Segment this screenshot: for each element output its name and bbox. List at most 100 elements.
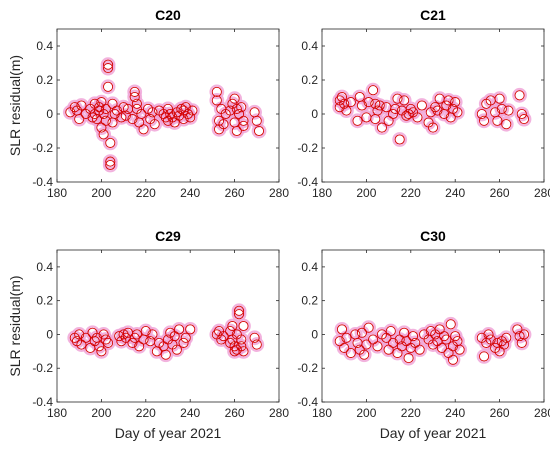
- data-point: [80, 332, 91, 343]
- data-point: [118, 329, 129, 340]
- data-point: [127, 114, 138, 125]
- data-point-halo: [249, 337, 265, 352]
- data-point: [479, 351, 490, 362]
- data-point: [140, 326, 151, 337]
- x-tick-label: 200: [91, 406, 111, 420]
- data-point: [443, 95, 454, 106]
- data-point: [238, 320, 249, 332]
- data-point: [385, 326, 396, 337]
- data-point: [233, 305, 245, 316]
- data-point: [129, 91, 140, 103]
- data-point: [485, 334, 496, 345]
- data-point-halo: [102, 157, 118, 173]
- data-point: [238, 120, 249, 131]
- data-point-halo: [452, 342, 468, 358]
- y-tick-label: -0.4: [297, 175, 318, 189]
- y-axis-label: SLR residual(m): [7, 55, 23, 156]
- data-point: [211, 95, 222, 106]
- data-point: [363, 97, 374, 108]
- data-point: [514, 331, 525, 342]
- y-tick-label: 0: [311, 107, 318, 121]
- y-tick-label: 0.2: [36, 73, 53, 87]
- data-points: [69, 305, 262, 360]
- x-tick-label: 220: [136, 186, 156, 200]
- x-tick-label: 180: [312, 186, 332, 200]
- data-point: [180, 102, 191, 113]
- y-tick-label: -0.4: [32, 395, 53, 409]
- data-point: [496, 103, 507, 114]
- data-point: [430, 102, 441, 113]
- data-point: [441, 334, 452, 345]
- data-point: [100, 115, 111, 126]
- data-point: [345, 347, 356, 359]
- data-points: [334, 85, 530, 145]
- data-point: [372, 105, 383, 116]
- data-point-halo: [209, 84, 225, 100]
- data-point: [180, 332, 191, 343]
- data-point: [138, 124, 149, 135]
- data-point: [176, 103, 187, 114]
- panel-c29: 180 200 220 240 260 280 -0.4 -0.2 0 0.2 0.4 C29 Day …: [7, 228, 289, 441]
- y-tick-label: 0.2: [36, 294, 53, 308]
- data-point: [352, 115, 363, 126]
- x-axis-label: Day of year 2021: [115, 425, 222, 441]
- data-point: [236, 341, 247, 352]
- y-tick-label: 0.4: [301, 39, 318, 53]
- y-tick-label: -0.2: [297, 361, 318, 375]
- data-point: [105, 159, 116, 171]
- data-point: [231, 103, 242, 114]
- x-tick-label: 180: [312, 406, 332, 420]
- data-point: [501, 119, 512, 130]
- data-point: [229, 341, 240, 352]
- data-point: [131, 98, 142, 109]
- data-point: [103, 59, 114, 70]
- x-tick-label: 200: [356, 406, 376, 420]
- data-point: [341, 105, 352, 116]
- y-tick-label: -0.4: [297, 395, 318, 409]
- x-tick-label: 240: [445, 406, 465, 420]
- data-point: [387, 337, 399, 348]
- y-tick-label: 0.2: [301, 73, 318, 87]
- data-point: [516, 108, 527, 120]
- data-point: [249, 332, 260, 343]
- data-point-halo: [512, 87, 527, 103]
- data-point: [412, 112, 423, 123]
- x-tick-label: 200: [356, 186, 376, 200]
- x-tick-label: 180: [47, 406, 67, 420]
- x-tick-label: 200: [91, 186, 111, 200]
- y-tick-label: -0.2: [32, 141, 53, 155]
- data-point: [339, 98, 350, 109]
- data-point: [236, 334, 247, 345]
- data-point: [394, 134, 405, 145]
- data-point: [178, 337, 189, 348]
- data-point: [514, 90, 525, 101]
- data-point: [98, 108, 109, 120]
- data-point: [336, 91, 348, 103]
- data-point: [238, 346, 249, 357]
- data-point: [339, 342, 350, 354]
- y-tick-label: 0.4: [36, 39, 53, 53]
- data-point: [105, 156, 116, 167]
- panel-title: C30: [420, 228, 446, 244]
- data-point: [503, 105, 514, 116]
- data-point-halo: [372, 98, 388, 113]
- data-point: [131, 329, 142, 340]
- data-point: [96, 346, 107, 357]
- x-tick-label: 280: [534, 186, 550, 200]
- data-point: [136, 108, 147, 120]
- panel-title: C21: [420, 7, 446, 23]
- data-point: [174, 324, 185, 335]
- x-tick-label: 280: [269, 186, 289, 200]
- data-point-halo: [182, 109, 198, 125]
- x-tick-label: 220: [401, 186, 421, 200]
- data-point: [120, 110, 131, 121]
- data-point-halo: [514, 335, 530, 351]
- data-point: [251, 339, 262, 350]
- data-point: [407, 331, 419, 342]
- x-tick-label: 240: [445, 186, 465, 200]
- data-point: [336, 324, 348, 335]
- data-point: [185, 112, 196, 123]
- data-point-halo: [185, 103, 200, 118]
- data-point: [359, 349, 370, 360]
